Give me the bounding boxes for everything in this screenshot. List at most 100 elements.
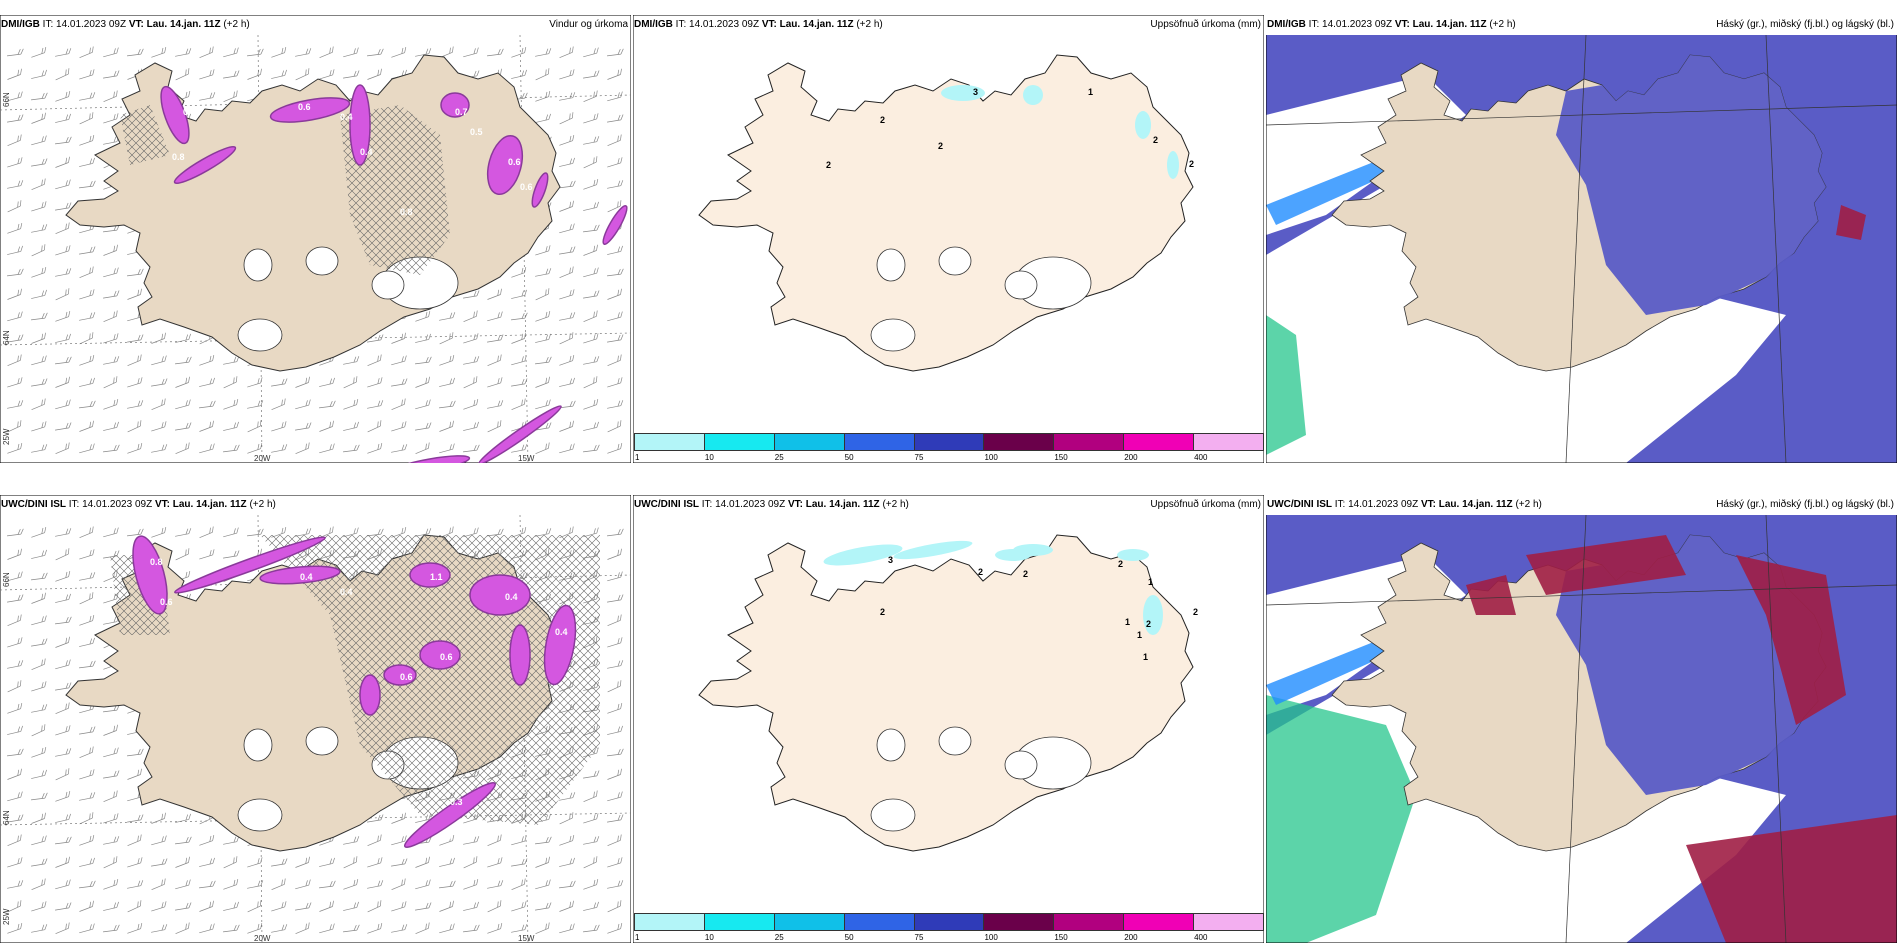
barb-flag	[353, 857, 355, 864]
barb-flag	[68, 156, 70, 163]
barb-staff	[607, 294, 621, 300]
barb-flag	[620, 791, 623, 798]
barb-flag	[308, 856, 310, 863]
barb-flag	[116, 70, 120, 77]
barb-flag	[548, 442, 550, 449]
init-time: IT: 14.01.2023 09Z	[1308, 19, 1393, 30]
barb-flag	[17, 158, 20, 164]
wind-barb	[31, 658, 46, 671]
barb-staff	[295, 404, 309, 410]
barb-flag	[44, 638, 48, 645]
model-name: UWC/DINI ISL	[1267, 499, 1332, 510]
wind-barb	[511, 332, 526, 344]
panel-cloud-uwc: UWC/DINI ISL IT: 14.01.2023 09Z VT: Lau.…	[1266, 495, 1897, 943]
glacier	[876, 728, 906, 762]
barb-flag	[593, 136, 597, 143]
barb-staff	[607, 599, 621, 603]
barb-staff	[607, 119, 621, 123]
barb-staff	[439, 405, 453, 409]
wind-barb	[55, 442, 70, 455]
barb-flag	[617, 615, 619, 622]
barb-flag	[617, 355, 619, 362]
barb-staff	[535, 447, 549, 455]
barb-flag	[499, 420, 502, 427]
wind-barb	[31, 46, 47, 58]
wind-barb	[559, 377, 575, 387]
wind-barb	[127, 442, 143, 454]
wind-barb	[223, 924, 240, 933]
barb-staff	[583, 907, 597, 911]
wind-barb	[175, 902, 192, 911]
barb-staff	[55, 730, 69, 736]
precip-area	[419, 640, 461, 670]
barb-staff	[31, 403, 45, 411]
barb-flag	[236, 878, 239, 885]
barb-flag	[332, 880, 336, 887]
barb-flag	[113, 422, 117, 429]
wind-barb	[559, 792, 576, 801]
barb-staff	[391, 403, 405, 411]
barb-flag	[284, 69, 287, 76]
meridian-line	[1765, 514, 1787, 943]
barb-flag	[89, 246, 93, 253]
barb-staff	[127, 753, 141, 757]
barb-flag	[161, 813, 164, 820]
glacier	[1004, 270, 1038, 300]
barb-flag	[569, 835, 572, 842]
barb-flag	[476, 70, 480, 77]
barb-flag	[593, 770, 597, 777]
barb-staff	[7, 382, 21, 388]
barb-staff	[559, 117, 573, 125]
wind-barb	[271, 378, 288, 387]
barb-flag	[19, 680, 22, 687]
barb-flag	[17, 334, 21, 341]
wind-barb	[583, 901, 599, 911]
barb-flag	[113, 528, 116, 535]
barb-flag	[620, 134, 622, 141]
barb-staff	[31, 338, 45, 344]
barb-staff	[583, 118, 597, 124]
panel-wind-dmi: 0.4 0.8 0.6 0.4 0.4 0.7 0.6 0.6 0.8 0.5 DMI/IGB I…	[0, 15, 631, 463]
wind-barb	[583, 444, 600, 453]
barb-staff	[55, 796, 69, 802]
wind-barb	[295, 856, 310, 868]
barb-flag	[452, 354, 455, 361]
wind-barb	[535, 902, 552, 911]
barb-staff	[151, 52, 165, 58]
barb-flag	[329, 421, 332, 428]
barb-flag	[17, 549, 20, 556]
barb-flag	[620, 814, 624, 821]
barb-staff	[79, 383, 93, 387]
precip-area	[409, 562, 451, 588]
wind-barb	[415, 310, 431, 322]
barb-staff	[559, 185, 573, 189]
barb-flag	[20, 548, 22, 555]
barb-flag	[44, 158, 48, 165]
barb-staff	[559, 885, 573, 889]
barb-flag	[44, 835, 47, 842]
barb-staff	[223, 361, 237, 365]
barb-flag	[596, 527, 599, 534]
barb-flag	[500, 400, 504, 406]
barb-flag	[404, 835, 407, 842]
barb-staff	[151, 532, 165, 538]
wind-barb	[559, 200, 574, 212]
barb-flag	[17, 814, 21, 821]
barb-flag	[620, 725, 623, 732]
barb-flag	[20, 134, 22, 141]
wind-barb	[199, 549, 215, 560]
barb-flag	[428, 856, 430, 863]
barb-flag	[68, 836, 72, 843]
barb-flag	[401, 444, 405, 451]
wind-barb	[487, 377, 503, 388]
wind-barb	[7, 91, 23, 102]
precip-area	[160, 85, 190, 145]
barb-flag	[497, 400, 501, 407]
wind-barb	[151, 924, 168, 933]
wind-barb	[295, 376, 310, 388]
barb-staff	[103, 884, 117, 890]
barb-flag	[404, 421, 407, 428]
wind-barb	[271, 901, 287, 912]
barb-staff	[223, 95, 237, 103]
contour-value-label: 0.6	[520, 182, 533, 192]
